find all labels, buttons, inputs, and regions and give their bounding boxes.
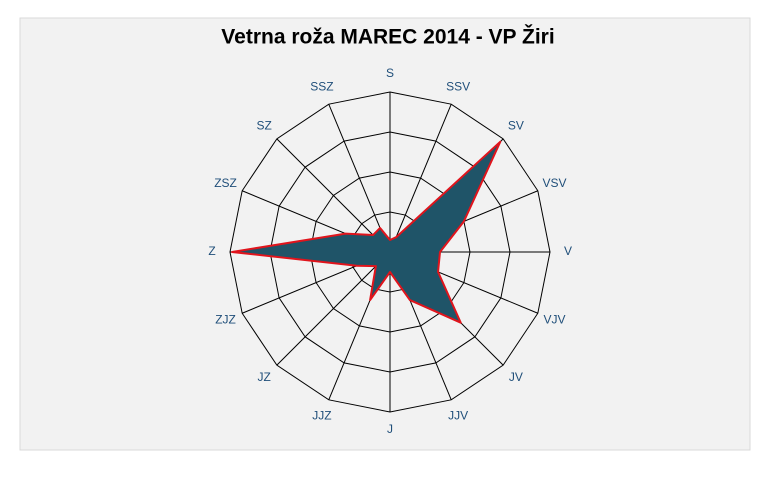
chart-title: Vetrna roža MAREC 2014 - VP Žiri [221, 25, 554, 49]
category-label: SSV [446, 80, 470, 94]
category-label: S [386, 66, 394, 80]
category-label: JZ [257, 370, 270, 384]
category-label: ZJZ [215, 312, 236, 326]
category-label: JJV [448, 409, 468, 423]
category-label: JJZ [312, 409, 331, 423]
spoke [276, 138, 391, 253]
category-label: VSV [542, 176, 566, 190]
series-area [231, 140, 502, 324]
spoke [389, 103, 452, 253]
category-label: SV [508, 118, 524, 132]
category-label: SZ [256, 118, 271, 132]
category-label: JV [509, 370, 523, 384]
spoke [276, 251, 391, 366]
category-label: VJV [543, 312, 565, 326]
category-label: SSZ [310, 80, 333, 94]
category-label: J [387, 422, 393, 436]
category-label: Z [208, 244, 215, 258]
category-label: ZSZ [214, 176, 237, 190]
category-label: V [564, 244, 572, 258]
